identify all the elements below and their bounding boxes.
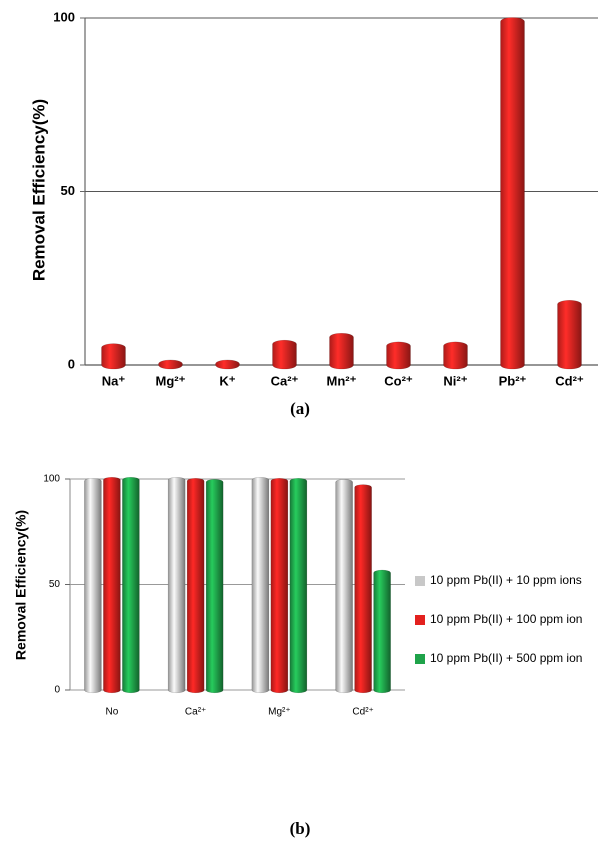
bar (122, 477, 140, 694)
bar (329, 332, 354, 370)
y-tick-label: 50 (49, 579, 61, 590)
bar (84, 478, 102, 694)
caption: (a) (290, 399, 310, 418)
legend-swatch (415, 615, 425, 625)
bar (500, 17, 525, 370)
y-axis-title: Removal Efficiency(%) (13, 510, 29, 660)
bar (186, 478, 205, 694)
bar (251, 477, 270, 694)
legend-label: 10 ppm Pb(II) + 100 ppm ion (430, 612, 582, 626)
bar (373, 569, 391, 694)
bar (386, 341, 411, 370)
y-tick-label: 0 (68, 356, 75, 371)
bar (354, 484, 372, 694)
bar (289, 478, 308, 694)
bar (443, 341, 468, 370)
y-tick-label: 100 (53, 9, 75, 24)
bar (167, 477, 186, 694)
legend-label: 10 ppm Pb(II) + 500 ppm ion (430, 651, 582, 665)
x-tick-label: Co²⁺ (384, 373, 413, 388)
x-tick-label: Mn²⁺ (327, 373, 357, 388)
bar (270, 478, 289, 694)
caption: (b) (290, 819, 311, 838)
bar (335, 479, 353, 694)
x-tick-label: Mg²⁺ (156, 373, 186, 388)
x-tick-label: Ca²⁺ (271, 373, 299, 388)
x-tick-label: Na⁺ (102, 373, 126, 388)
bar (101, 343, 126, 370)
bar (205, 479, 224, 694)
x-tick-label: Mg²⁺ (268, 707, 291, 718)
legend-label: 10 ppm Pb(II) + 10 ppm ions (430, 573, 582, 587)
bar (158, 359, 183, 370)
bar (272, 339, 297, 370)
y-tick-label: 100 (43, 474, 60, 485)
x-tick-label: Cd²⁺ (352, 707, 373, 718)
bar (557, 300, 582, 370)
x-tick-label: Ca²⁺ (185, 707, 206, 718)
x-tick-label: Cd²⁺ (555, 373, 584, 388)
legend-swatch (415, 654, 425, 664)
y-axis-title: Removal Efficiency(%) (29, 99, 48, 281)
y-tick-label: 0 (54, 685, 60, 696)
x-tick-label: Ni²⁺ (443, 373, 467, 388)
x-tick-label: No (105, 707, 118, 718)
y-tick-label: 50 (61, 183, 75, 198)
bar (215, 359, 240, 370)
legend-swatch (415, 576, 425, 586)
bar (103, 477, 121, 694)
x-tick-label: Pb²⁺ (499, 373, 527, 388)
x-tick-label: K⁺ (219, 373, 235, 388)
